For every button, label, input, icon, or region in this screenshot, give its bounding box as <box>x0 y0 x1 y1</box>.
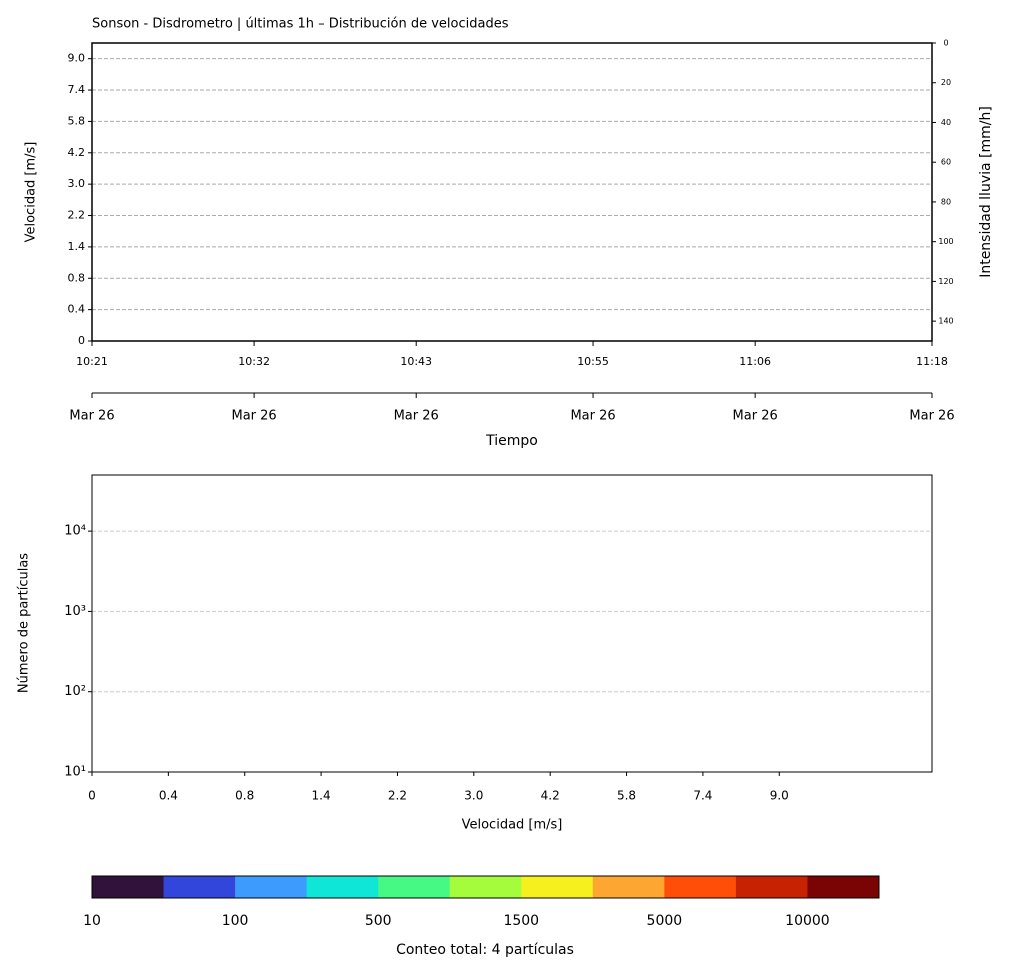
x-tick-label: 3.0 <box>464 789 483 803</box>
colorbar-segment <box>807 876 880 898</box>
y2-tick-label: 40 <box>941 118 951 127</box>
x-axis-label: Velocidad [m/s] <box>462 818 563 833</box>
y-tick-label: 0 <box>78 334 85 347</box>
x2-tick-label: Mar 26 <box>394 409 439 424</box>
colorbar-segment <box>378 876 451 898</box>
colorbar-tick-label: 10 <box>83 913 101 929</box>
y-tick-label: 4.2 <box>68 146 86 159</box>
colorbar-segment <box>92 876 165 898</box>
x-tick-label: 5.8 <box>617 789 636 803</box>
y2-tick-label: 100 <box>938 237 953 246</box>
y-tick-label: 5.8 <box>68 114 86 127</box>
y2-tick-label: 140 <box>938 317 953 326</box>
y-tick-label: 10⁴ <box>64 524 86 539</box>
y-tick-label: 3.0 <box>68 177 86 190</box>
x-axis-label: Tiempo <box>485 433 538 449</box>
y2-tick-label: 20 <box>941 78 951 87</box>
y-tick-label: 2.2 <box>68 209 86 222</box>
x-tick-label: 11:18 <box>916 355 948 368</box>
y-tick-label: 0.8 <box>68 271 86 284</box>
y2-tick-label: 120 <box>938 277 953 286</box>
y-tick-label: 0.4 <box>68 303 86 316</box>
colorbar-tick-label: 5000 <box>647 913 683 929</box>
colorbar-segment <box>163 876 236 898</box>
colorbar-tick-label: 500 <box>365 913 392 929</box>
colorbar-frame <box>91 875 880 899</box>
x-tick-label: 10:32 <box>238 355 270 368</box>
x-tick-label: 9.0 <box>770 789 789 803</box>
colorbar-segment <box>735 876 808 898</box>
y-tick-label: 1.4 <box>68 240 86 253</box>
colorbar-tick-label: 10000 <box>785 913 830 929</box>
x2-tick-label: Mar 26 <box>909 409 954 424</box>
x-tick-label: 7.4 <box>693 789 712 803</box>
colorbar-segment <box>306 876 379 898</box>
x-tick-label: 4.2 <box>541 789 560 803</box>
plot-frame <box>91 42 933 342</box>
x-tick-label: 0.8 <box>235 789 254 803</box>
x2-tick-label: Mar 26 <box>570 409 615 424</box>
y-tick-label: 7.4 <box>68 83 86 96</box>
x-tick-label: 10:21 <box>76 355 108 368</box>
y-tick-label: 9.0 <box>68 52 86 65</box>
y-tick-label: 10³ <box>64 604 86 619</box>
colorbar-tick-label: 1500 <box>503 913 539 929</box>
y2-tick-label: 60 <box>941 158 951 167</box>
chart-title: Sonson - Disdrometro | últimas 1h – Dist… <box>92 17 509 32</box>
y2-tick-label: 0 <box>943 39 948 48</box>
colorbar-segment <box>664 876 737 898</box>
y-tick-label: 10¹ <box>64 765 86 780</box>
x-tick-label: 1.4 <box>312 789 331 803</box>
x-tick-label: 10:55 <box>577 355 609 368</box>
x2-tick-label: Mar 26 <box>232 409 277 424</box>
colorbar-label: Conteo total: 4 partículas <box>396 942 574 958</box>
colorbar-segment <box>235 876 308 898</box>
x-tick-label: 0.4 <box>159 789 178 803</box>
x-tick-label: 2.2 <box>388 789 407 803</box>
y-axis-label: Número de partículas <box>17 553 32 693</box>
y2-tick-label: 80 <box>941 197 951 206</box>
colorbar-segment <box>449 876 522 898</box>
x-tick-label: 0 <box>88 789 96 803</box>
y2-axis-label: Intensidad lluvia [mm/h] <box>978 106 994 278</box>
plot-frame <box>91 474 933 773</box>
x-tick-label: 10:43 <box>400 355 432 368</box>
x2-tick-label: Mar 26 <box>733 409 778 424</box>
x2-tick-label: Mar 26 <box>69 409 114 424</box>
colorbar-tick-label: 100 <box>222 913 249 929</box>
x-tick-label: 11:06 <box>739 355 771 368</box>
colorbar-segment <box>592 876 665 898</box>
y-tick-label: 10² <box>64 684 86 699</box>
y-axis-label: Velocidad [m/s] <box>24 142 39 243</box>
colorbar-segment <box>521 876 594 898</box>
